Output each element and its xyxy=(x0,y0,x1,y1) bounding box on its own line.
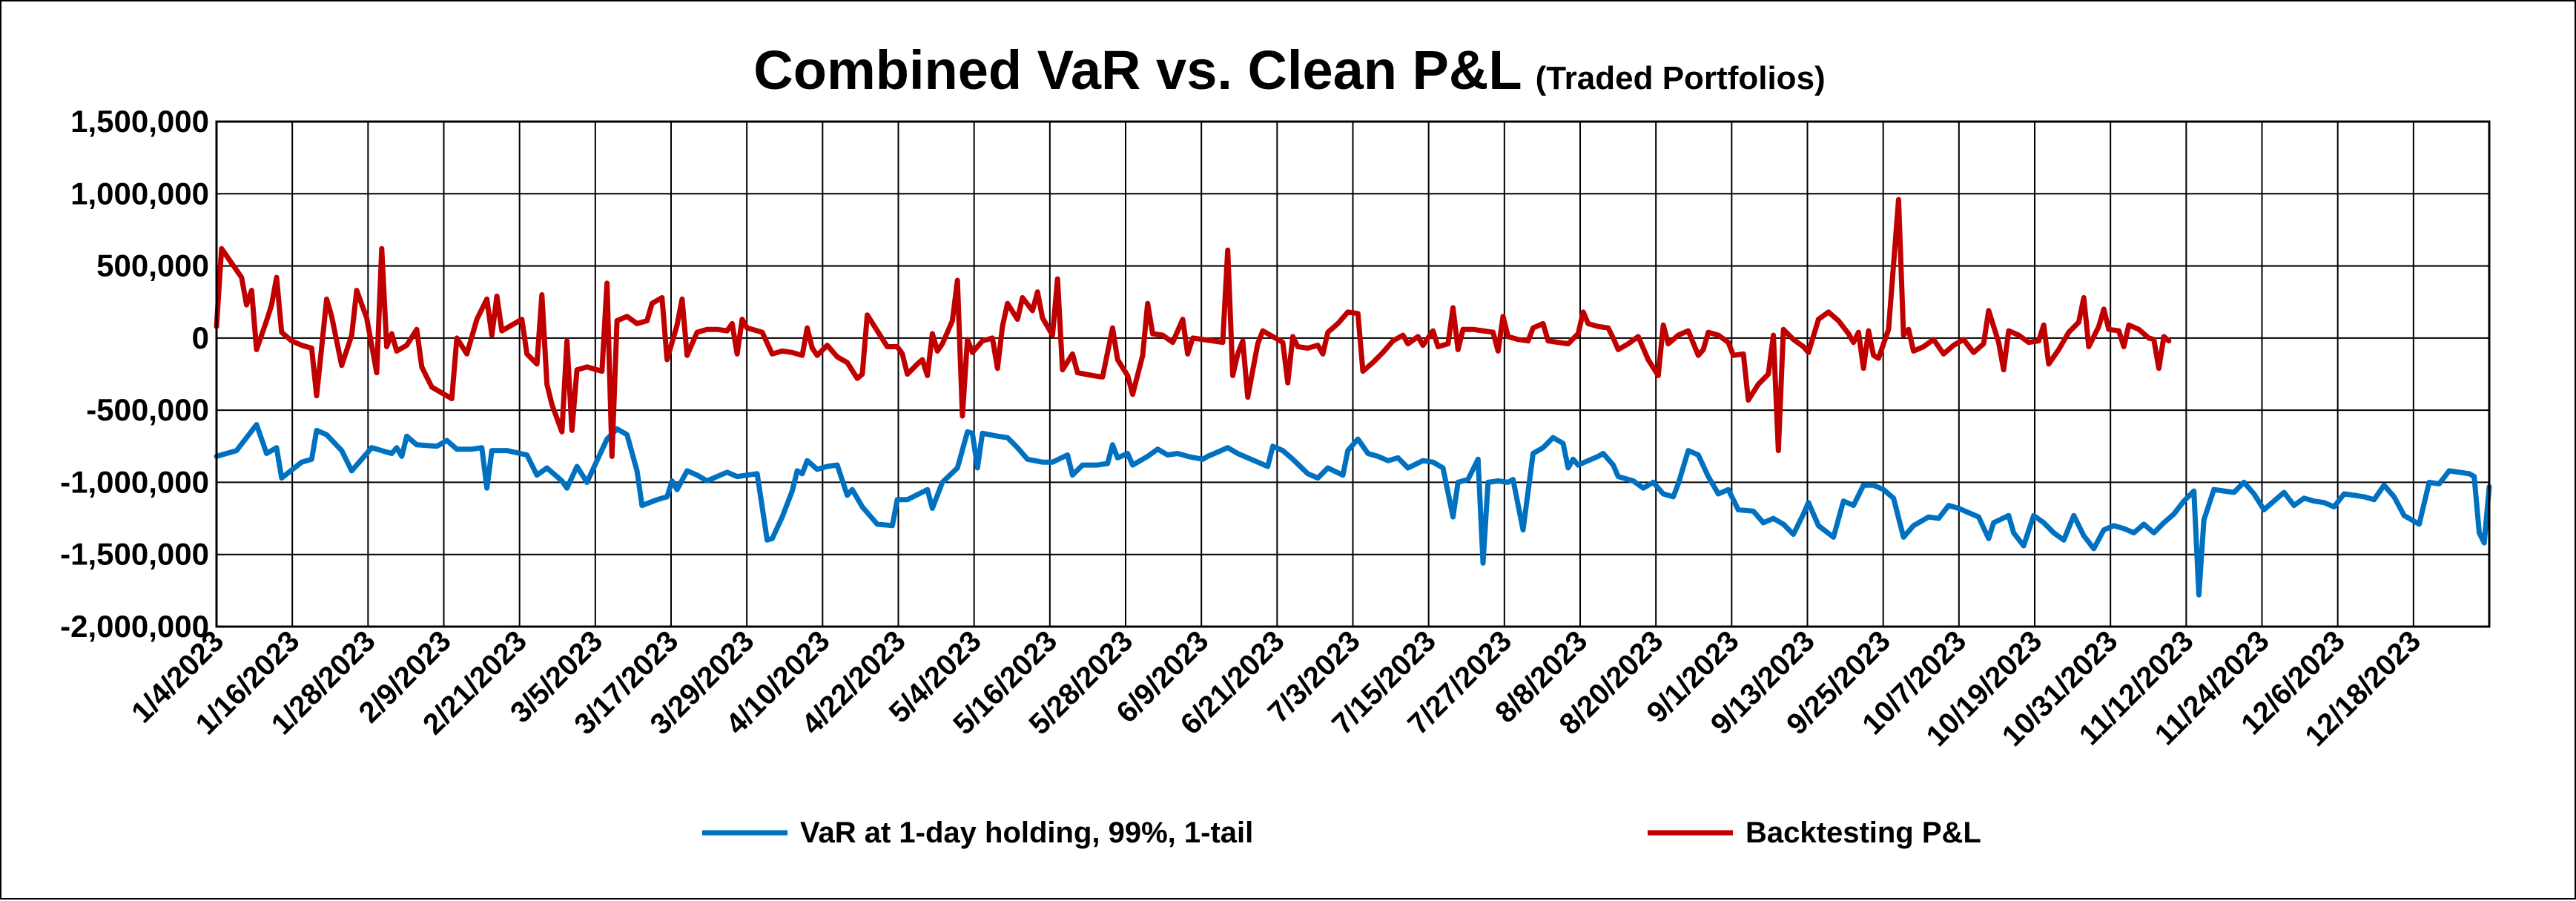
legend-label: Backtesting P&L xyxy=(1746,816,1981,849)
legend: VaR at 1-day holding, 99%, 1-tail Backtes… xyxy=(702,816,1981,849)
series-layer xyxy=(214,197,2492,598)
x-axis-labels: 1/4/20231/16/20231/28/20232/9/20232/21/2… xyxy=(125,624,2427,753)
legend-item-pnl: Backtesting P&L xyxy=(1648,816,1981,849)
legend-item-var: VaR at 1-day holding, 99%, 1-tail xyxy=(702,816,1253,849)
chart-title-main: Combined VaR vs. Clean P&L xyxy=(753,39,1522,101)
y-tick-label: -1,500,000 xyxy=(60,537,209,572)
chart-subtitle: (Traded Portfolios) xyxy=(1536,60,1826,96)
y-tick-label: -1,000,000 xyxy=(60,464,209,499)
y-tick-label: -2,000,000 xyxy=(60,609,209,644)
y-tick-label: 1,500,000 xyxy=(70,104,209,139)
y-tick-label: 500,000 xyxy=(96,248,209,283)
y-axis-labels: 1,500,000 1,000,000 500,000 0 -500,000 -1,000… xyxy=(60,104,209,644)
y-tick-label: 0 xyxy=(192,320,209,355)
legend-label: VaR at 1-day holding, 99%, 1-tail xyxy=(800,816,1253,849)
plot-border xyxy=(215,120,2491,628)
chart-title: Combined VaR vs. Clean P&L (Traded Portfo… xyxy=(753,39,1825,101)
y-tick-label: -500,000 xyxy=(86,392,209,427)
pnl-series-line xyxy=(214,197,2172,459)
y-tick-label: 1,000,000 xyxy=(70,176,209,211)
var-series-line xyxy=(214,422,2492,598)
